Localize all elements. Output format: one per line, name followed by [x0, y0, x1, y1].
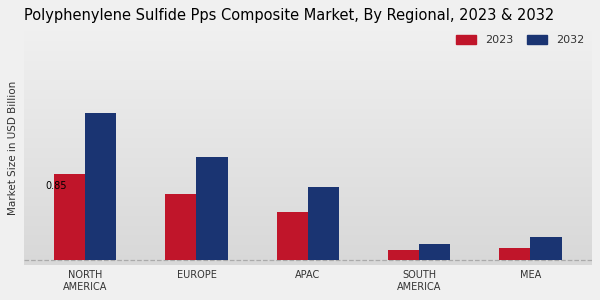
Text: Polyphenylene Sulfide Pps Composite Market, By Regional, 2023 & 2032: Polyphenylene Sulfide Pps Composite Mark…: [24, 8, 554, 23]
Bar: [308, 187, 339, 260]
Bar: [196, 157, 227, 260]
Bar: [165, 194, 196, 260]
Bar: [85, 113, 116, 260]
Bar: [277, 212, 308, 260]
Legend: 2023, 2032: 2023, 2032: [454, 32, 586, 47]
Bar: [388, 250, 419, 260]
Bar: [499, 248, 530, 260]
Bar: [54, 174, 85, 260]
Bar: [530, 237, 562, 260]
Bar: [419, 244, 450, 260]
Y-axis label: Market Size in USD Billion: Market Size in USD Billion: [8, 81, 19, 215]
Text: 0.85: 0.85: [45, 181, 67, 191]
